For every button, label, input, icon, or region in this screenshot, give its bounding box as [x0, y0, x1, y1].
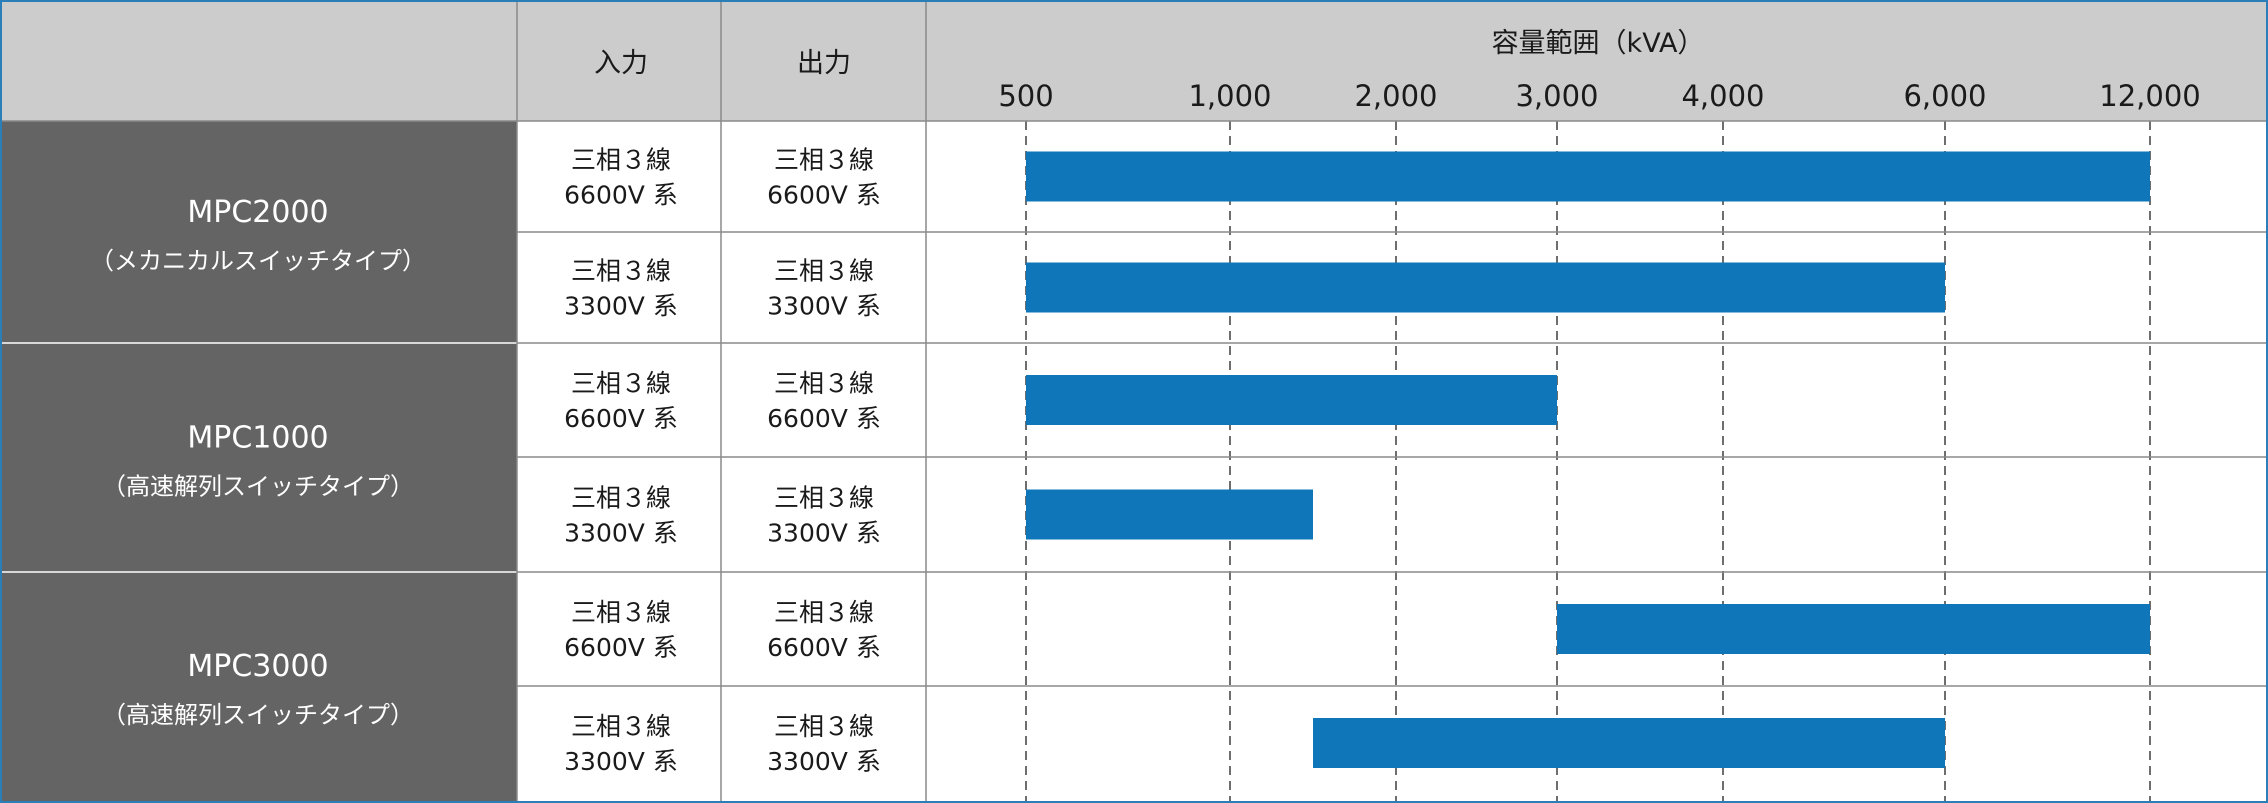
model-name: MPC2000	[187, 195, 328, 230]
chart-title: 容量範囲（kVA）	[1492, 28, 1705, 59]
gridlines	[1025, 121, 2151, 803]
model-type: （高速解列スイッチタイプ）	[102, 473, 414, 501]
capacity-bar	[1026, 151, 2150, 202]
input-spec: 三相３線	[571, 146, 671, 175]
input-spec: 三相３線	[571, 598, 671, 627]
output-voltage: 6600V 系	[767, 633, 881, 662]
capacity-bar	[1026, 262, 1945, 313]
model-name: MPC3000	[187, 649, 328, 684]
input-voltage: 6600V 系	[564, 404, 678, 433]
output-voltage: 3300V 系	[767, 292, 881, 321]
model-column	[0, 121, 517, 803]
model-type: （高速解列スイッチタイプ）	[102, 701, 414, 729]
tick-label: 12,000	[2099, 79, 2200, 113]
output-spec: 三相３線	[774, 484, 874, 513]
tick-label: 4,000	[1681, 79, 1764, 113]
input-spec: 三相３線	[571, 484, 671, 513]
input-spec: 三相３線	[571, 257, 671, 286]
output-voltage: 3300V 系	[767, 519, 881, 548]
input-voltage: 6600V 系	[564, 633, 678, 662]
range-bars	[1026, 151, 2150, 768]
output-spec: 三相３線	[774, 712, 874, 741]
input-voltage: 3300V 系	[564, 519, 678, 548]
tick-label: 6,000	[1903, 79, 1986, 113]
capacity-bar	[1557, 604, 2150, 654]
output-spec: 三相３線	[774, 257, 874, 286]
output-voltage: 3300V 系	[767, 747, 881, 776]
output-spec: 三相３線	[774, 146, 874, 175]
tick-label: 1,000	[1188, 79, 1271, 113]
output-column-header: 出力	[797, 48, 851, 79]
tick-labels: 500 1,000 2,000 3,000 4,000 6,000 12,000	[998, 79, 2200, 113]
input-voltage: 3300V 系	[564, 747, 678, 776]
tick-label: 3,000	[1515, 79, 1598, 113]
input-spec: 三相３線	[571, 712, 671, 741]
input-spec: 三相３線	[571, 369, 671, 398]
tick-label: 2,000	[1354, 79, 1437, 113]
output-spec: 三相３線	[774, 369, 874, 398]
tick-label: 500	[998, 79, 1053, 113]
output-voltage: 6600V 系	[767, 181, 881, 210]
model-name: MPC1000	[187, 421, 328, 456]
capacity-bar	[1026, 489, 1313, 540]
model-type: （メカニカルスイッチタイプ）	[90, 247, 426, 275]
input-column-header: 入力	[594, 48, 648, 79]
output-spec: 三相３線	[774, 598, 874, 627]
header-band	[0, 0, 2268, 121]
capacity-bar	[1313, 718, 1945, 768]
output-voltage: 6600V 系	[767, 404, 881, 433]
input-voltage: 6600V 系	[564, 181, 678, 210]
capacity-bar	[1026, 375, 1557, 425]
input-voltage: 3300V 系	[564, 292, 678, 321]
